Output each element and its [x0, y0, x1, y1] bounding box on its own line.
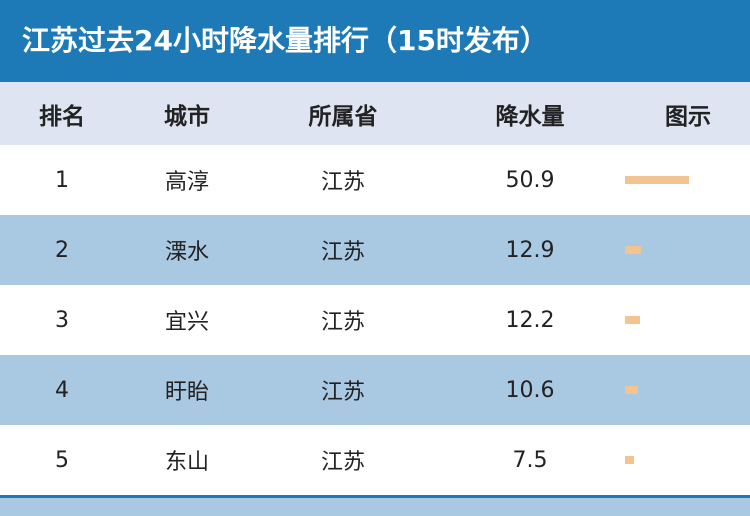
- cell: 江苏: [320, 310, 365, 335]
- cell: 江苏: [320, 380, 365, 405]
- cell: 1: [55, 167, 69, 193]
- cell: 江苏: [320, 170, 365, 195]
- column-header: 城市: [164, 103, 210, 130]
- cell: 12.9: [505, 237, 555, 263]
- table-row: 5 东山 江苏 7.5: [0, 425, 750, 495]
- footer-strip: [0, 495, 750, 516]
- bar: [625, 456, 635, 464]
- title: 江苏过去24小时降水量排行（15时发布）: [0, 0, 750, 82]
- cell: 溧水: [164, 240, 209, 265]
- cell: 5: [55, 447, 69, 473]
- cell: 7.5: [512, 447, 548, 473]
- bar: [625, 316, 641, 324]
- cell: 盱眙: [164, 380, 209, 405]
- cell: 12.2: [505, 307, 555, 333]
- header-row: 排名 城市 所属省 降水量 图示: [0, 82, 750, 145]
- column-header: 排名: [39, 103, 85, 130]
- bar: [625, 246, 642, 254]
- table-row: 3 宜兴 江苏 12.2: [0, 285, 750, 355]
- bar: [625, 386, 639, 394]
- cell: 东山: [164, 450, 209, 475]
- cell: 50.9: [505, 167, 555, 193]
- cell: 3: [55, 307, 69, 333]
- cell: 10.6: [505, 377, 555, 403]
- column-header: 图示: [665, 103, 711, 130]
- bar: [625, 176, 689, 184]
- table-row: 4 盱眙 江苏 10.6: [0, 355, 750, 425]
- column-header: 所属省: [308, 103, 378, 130]
- cell: 宜兴: [164, 310, 209, 335]
- column-header: 降水量: [495, 103, 565, 130]
- cell: 2: [55, 237, 69, 263]
- cell: 4: [55, 377, 69, 403]
- table-row: 2 溧水 江苏 12.9: [0, 215, 750, 285]
- table-row: 1 高淳 江苏 50.9: [0, 145, 750, 215]
- cell: 江苏: [320, 450, 365, 475]
- cell: 高淳: [164, 170, 209, 195]
- cell: 江苏: [320, 240, 365, 265]
